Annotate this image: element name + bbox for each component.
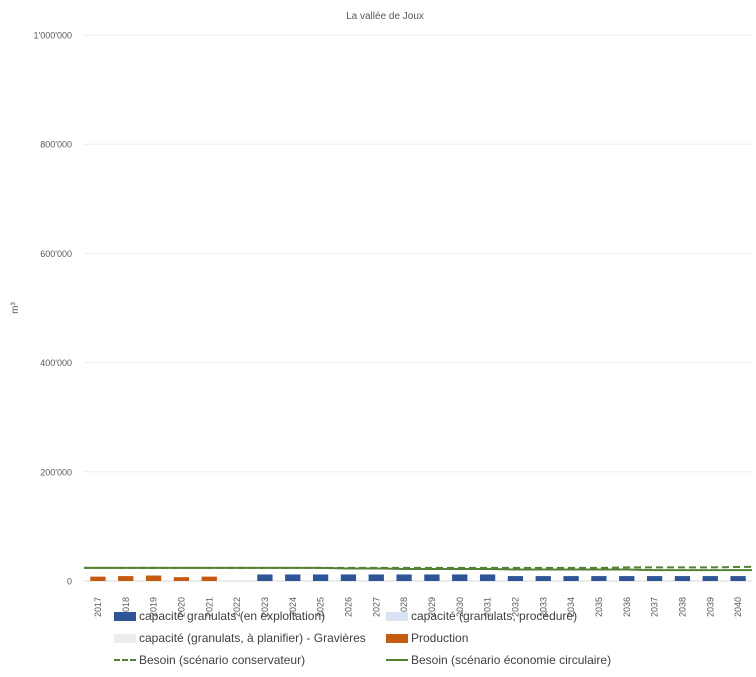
x-tick-label: 2020	[176, 597, 186, 617]
x-tick-label: 2017	[93, 597, 103, 617]
x-tick-label: 2040	[733, 597, 743, 617]
bar-2021	[201, 576, 217, 581]
line-besoin-economie-circulaire	[84, 566, 752, 572]
y-tick-labels: 0 200'000 400'000 600'000 800'000 1'000'000	[34, 31, 72, 587]
bar-2017	[90, 576, 106, 581]
y-tick-label: 200'000	[40, 467, 72, 477]
bar-2018	[118, 576, 134, 581]
x-tick-label: 2021	[204, 597, 214, 617]
bar-2029	[424, 574, 440, 581]
x-tick-label: 2024	[288, 597, 298, 617]
lines-layer	[84, 565, 753, 572]
bar-2025	[312, 574, 329, 581]
bar-2019	[145, 575, 162, 581]
y-tick-label: 1'000'000	[34, 31, 72, 41]
x-tick-label: 2019	[149, 597, 159, 617]
bar-2031	[479, 574, 496, 581]
x-tick-label: 2034	[566, 597, 576, 617]
x-tick-label: 2033	[538, 597, 548, 617]
bar-2028	[396, 574, 412, 581]
x-tick-label: 2022	[232, 597, 242, 617]
bars-layer	[90, 574, 746, 581]
x-tick-label: 2030	[455, 597, 465, 617]
x-tick-label: 2031	[483, 597, 493, 617]
y-tick-label: 400'000	[40, 358, 72, 368]
x-tick-labels: 2017 2018 2019 2020 2021 2022 2023 2024 2025 2026…	[93, 597, 743, 617]
y-tick-label: 800'000	[40, 140, 72, 150]
x-tick-label: 2025	[316, 597, 326, 617]
x-tick-label: 2028	[399, 597, 409, 617]
x-tick-label: 2035	[594, 597, 604, 617]
bar-2034	[563, 576, 579, 581]
y-axis-label: m³	[10, 302, 21, 314]
bar-2038	[674, 576, 691, 581]
x-tick-label: 2037	[650, 597, 660, 617]
x-tick-label: 2032	[510, 597, 520, 617]
bar-2020	[173, 577, 190, 581]
bar-2037	[646, 576, 663, 581]
bar-2030	[452, 574, 468, 581]
bar-2032	[507, 576, 524, 581]
bar-2027	[368, 574, 384, 581]
bar-2024	[285, 574, 301, 581]
bar-2026	[340, 574, 357, 581]
x-tick-label: 2038	[677, 597, 687, 617]
x-tick-label: 2029	[427, 597, 437, 617]
line-besoin-conservateur	[84, 565, 753, 569]
x-tick-label: 2026	[343, 597, 353, 617]
bar-2035	[591, 576, 607, 581]
y-tick-label: 600'000	[40, 249, 72, 259]
y-tick-label: 0	[67, 577, 72, 587]
bar-2023	[257, 574, 273, 581]
x-tick-label: 2027	[371, 597, 381, 617]
x-tick-label: 2018	[121, 597, 131, 617]
gridlines	[84, 34, 752, 582]
x-tick-label: 2036	[622, 597, 632, 617]
bar-2039	[702, 576, 718, 581]
x-tick-label: 2023	[260, 597, 270, 617]
bar-2036	[619, 576, 635, 581]
chart-title: La vallée de Joux	[346, 11, 424, 22]
bar-2033	[535, 576, 551, 581]
x-tick-label: 2039	[705, 597, 715, 617]
bar-2040	[730, 576, 746, 581]
